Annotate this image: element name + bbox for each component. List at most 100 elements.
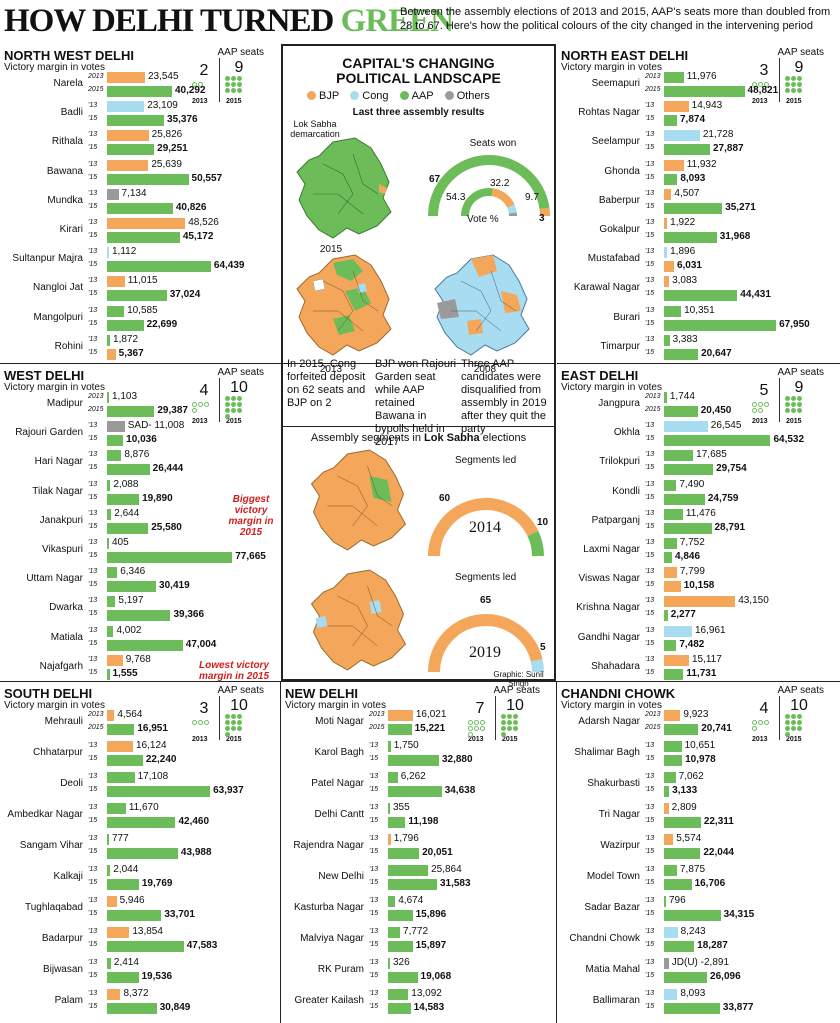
seat-dot xyxy=(192,82,197,87)
bar-2015 xyxy=(388,724,412,735)
bar-2015 xyxy=(664,786,670,797)
bar-2013 xyxy=(664,567,677,579)
bar-2015 xyxy=(107,1003,157,1014)
constituency-row: Uttam Nagar '13 '15 6,346 30,419 xyxy=(0,565,280,599)
constituency-name: Wazirpur xyxy=(600,840,640,851)
ls2019-bjp-value: 65 xyxy=(480,595,492,606)
segments-led-2019-label: Segments led xyxy=(455,572,517,583)
legend-cong: Cong xyxy=(350,90,389,102)
seat-divider xyxy=(219,378,220,422)
value-2015: 43,988 xyxy=(180,847,212,858)
value-2015: 63,937 xyxy=(213,785,244,796)
map-ls-2019 xyxy=(310,569,407,671)
value-2015: 33,701 xyxy=(164,909,195,920)
year-label-2013: '13 xyxy=(88,509,98,517)
year-label-2015: 2015 xyxy=(645,724,661,731)
vote-cong-value: 9.7 xyxy=(525,192,539,203)
seat-dot xyxy=(764,82,769,87)
seat-dot xyxy=(797,714,802,719)
value-2013: 2,809 xyxy=(671,802,697,813)
year-label-2013: '13 xyxy=(645,451,655,459)
value-2013: 3,083 xyxy=(672,275,698,287)
constituency-row: Timarpur '13 '15 3,383 20,647 xyxy=(557,333,840,364)
value-2015: 20,647 xyxy=(701,347,732,359)
seat-dot xyxy=(501,732,506,737)
aap-seats-2013: 3 xyxy=(199,700,209,717)
value-2015: 35,271 xyxy=(725,201,756,213)
constituency-name: Shalimar Bagh xyxy=(574,747,640,758)
constituency-name: Timarpur xyxy=(600,340,640,352)
year-label-2013: '13 xyxy=(645,335,655,343)
constituency-row: Moti Nagar 2013 2015 16,021 15,221 xyxy=(281,708,556,742)
year-label-2015: '15 xyxy=(645,1003,655,1010)
year-label-2015: '15 xyxy=(88,232,98,239)
constituency-row: Laxmi Nagar '13 '15 7,752 4,846 xyxy=(557,536,840,570)
seat-divider xyxy=(779,378,780,422)
bar-2015 xyxy=(107,817,176,828)
seat-dot xyxy=(231,82,236,87)
aap-seats-2015: 9 xyxy=(234,59,244,76)
year-label-2013: '13 xyxy=(88,835,98,842)
year-label-2013: '13 xyxy=(88,131,98,139)
seat-dot xyxy=(231,408,236,413)
value-2013: 23,109 xyxy=(147,100,178,112)
seat-dot xyxy=(797,402,802,407)
bar-2015 xyxy=(107,493,140,505)
value-2013: 23,545 xyxy=(147,71,179,82)
value-2013: 11,976 xyxy=(686,71,717,82)
bar-2013 xyxy=(107,896,117,907)
value-2013: 7,134 xyxy=(121,187,147,199)
year-label-2015: '15 xyxy=(645,552,655,559)
map-ls-2014 xyxy=(310,449,407,551)
ls2019-bjp-arc xyxy=(428,614,543,673)
region-panel: NORTH EAST DELHI Victory margin in votes A… xyxy=(557,44,840,364)
party-legend: BJP Cong AAP Others xyxy=(307,90,498,102)
value-2013: 10,651 xyxy=(684,740,716,751)
lok-sabha-title: Assembly segments in Lok Sabha elections xyxy=(283,432,554,444)
bar-2015 xyxy=(664,522,712,534)
value-2013: 1,896 xyxy=(670,246,696,258)
bar-2013 xyxy=(107,334,111,346)
value-2015: 29,754 xyxy=(716,463,747,475)
constituency-name: Mustafabad xyxy=(587,253,640,265)
year-label-2015: '15 xyxy=(645,755,655,762)
year-label-2015: '15 xyxy=(88,668,98,676)
bar-2015 xyxy=(664,319,777,331)
bar-2015 xyxy=(664,290,738,302)
panel-border xyxy=(280,681,281,1023)
value-2013: 17,108 xyxy=(137,771,169,782)
year-label-2013: '13 xyxy=(645,102,655,110)
year-label-2013: '13 xyxy=(645,655,655,663)
constituency-row: Badarpur '13 '15 13,854 47,583 xyxy=(0,925,280,959)
legend-bjp-label: BJP xyxy=(319,90,340,102)
center-title-2: POLITICAL LANDSCAPE xyxy=(336,70,501,86)
bar-2015 xyxy=(107,348,116,360)
year-label-2015: '15 xyxy=(88,173,98,181)
year-label-2013: 2013 xyxy=(645,73,661,80)
seat-dot xyxy=(231,88,236,93)
seat-dot xyxy=(225,732,230,737)
year-label-2013: '13 xyxy=(645,773,655,780)
seat-dots-2013 xyxy=(752,402,772,413)
bar-2013 xyxy=(388,927,401,938)
seat-dot xyxy=(507,720,512,725)
constituency-name: Mundka xyxy=(47,194,83,206)
seat-dot xyxy=(225,88,230,93)
value-2015: 10,158 xyxy=(683,580,715,592)
seat-divider xyxy=(779,58,780,102)
year-label-2013: '13 xyxy=(645,742,655,749)
value-2015: 67,950 xyxy=(779,318,810,330)
seat-dot xyxy=(785,402,790,407)
value-2013: 16,961 xyxy=(694,624,726,636)
year-label-2013: '13 xyxy=(645,509,655,517)
constituency-name: Badli xyxy=(60,107,83,119)
aap-seats-label: AAP seats xyxy=(217,367,264,378)
constituency-row: Mangolpuri '13 '15 10,585 22,699 xyxy=(0,304,280,338)
year-label-2015: '15 xyxy=(369,817,379,824)
bar-2013 xyxy=(107,654,123,666)
bar-2015 xyxy=(664,552,672,563)
constituency-name: Krishna Nagar xyxy=(576,602,640,614)
seat-dot xyxy=(797,396,802,401)
year-label-2015: '15 xyxy=(645,115,655,123)
constituency-row: Sangam Vihar '13 '15 777 43,988 xyxy=(0,832,280,866)
